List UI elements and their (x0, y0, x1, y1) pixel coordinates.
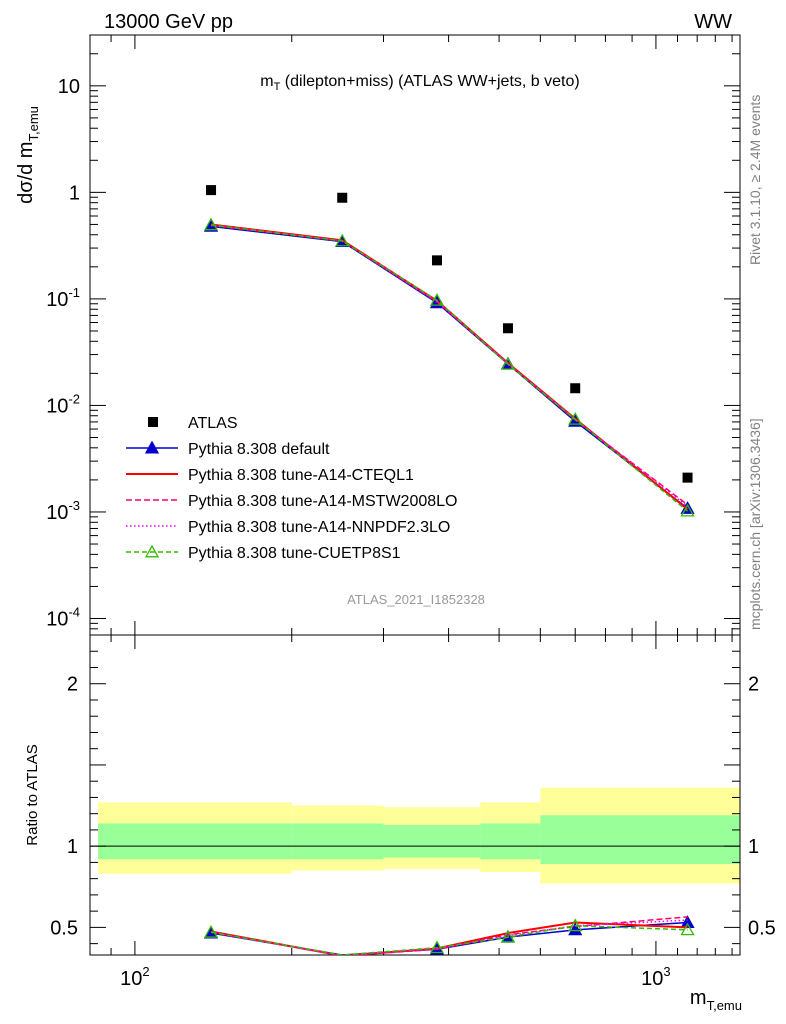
series-marker (429, 292, 445, 306)
ratio-tick-label-left: 0.5 (50, 917, 78, 939)
header-right: WW (694, 11, 732, 33)
ratio-y-label: Ratio to ATLAS (24, 744, 41, 845)
y-tick-label: 10 (58, 76, 80, 98)
ratio-frame (89, 634, 741, 956)
y-tick-exponent: -4 (68, 604, 80, 619)
ratio-tick-label-left: 2 (67, 674, 78, 696)
ratio-series-marker (568, 922, 583, 936)
ratio-tick-label-right: 0.5 (748, 917, 776, 939)
y-tick-label: 10-4 (46, 604, 80, 630)
data-point (431, 255, 442, 266)
ratio-series-line (210, 925, 688, 955)
series-line (210, 224, 689, 506)
legend-marker (144, 440, 160, 454)
ratio-series-line (210, 919, 688, 955)
ratio-band-inner (291, 823, 384, 860)
mcplots-label: mcplots.cern.ch [arXiv:1306.3436] (747, 418, 763, 630)
ratio-series-marker (568, 918, 583, 932)
legend-label: Pythia 8.308 tune-A14-MSTW2008LO (188, 493, 457, 510)
x-tick-label: 103 (641, 964, 670, 990)
legend-label: Pythia 8.308 tune-A14-NNPDF2.3LO (188, 519, 450, 536)
series-marker (568, 412, 583, 425)
ratio-series-marker (429, 940, 445, 954)
x-tick-exponent: 3 (663, 964, 670, 979)
rivet-label: Rivet 3.1.10, ≥ 2.4M events (747, 95, 763, 265)
legend-marker-data (148, 417, 158, 427)
ratio-band-inner (480, 823, 541, 860)
ratio-series-line (210, 916, 688, 955)
series-marker (335, 233, 350, 247)
ratio-tick-label-right: 1 (748, 836, 759, 858)
ratio-band-inner (98, 823, 292, 860)
y-tick-label: 10-2 (46, 391, 80, 417)
y-tick-label: 10-1 (46, 285, 80, 311)
series-line (210, 224, 689, 507)
data-point (337, 192, 348, 203)
legend-label-data: ATLAS (188, 415, 238, 432)
ratio-tick-label-right: 2 (748, 674, 759, 696)
y-axis-label: dσ/d mT,emu (15, 106, 41, 204)
ratio-series-marker (680, 915, 695, 928)
header-left: 13000 GeV pp (104, 11, 233, 33)
x-tick-label: 102 (120, 964, 149, 990)
legend-label: Pythia 8.308 tune-A14-CTEQL1 (188, 467, 414, 484)
series-marker (500, 357, 516, 370)
y-tick-exponent: -1 (68, 285, 80, 300)
x-axis-label: mT,emu (690, 987, 742, 1013)
series-line (210, 224, 689, 512)
ratio-band-inner (383, 825, 481, 858)
ratio-tick-label-left: 1 (67, 836, 78, 858)
series-marker (680, 503, 695, 517)
legend-marker (144, 544, 160, 558)
chart-title: mT (dilepton+miss) (ATLAS WW+jets, b vet… (260, 73, 579, 93)
x-tick-exponent: 2 (142, 964, 149, 979)
legend: ATLAS Pythia 8.308 default Pythia 8.308 tu… (126, 415, 457, 562)
series-marker (203, 217, 219, 231)
y-tick-exponent: -3 (68, 498, 80, 513)
ratio-series-marker (203, 924, 219, 938)
data-point (502, 323, 513, 334)
y-tick-label: 1 (69, 182, 80, 204)
legend-label: Pythia 8.308 default (188, 441, 330, 458)
y-tick-exponent: -2 (68, 391, 80, 406)
data-point (570, 383, 581, 394)
data-point (682, 472, 693, 483)
legend-label: Pythia 8.308 tune-CUETP8S1 (188, 545, 401, 562)
y-tick-label: 10-3 (46, 498, 80, 524)
ratio-series-marker (500, 929, 516, 943)
ratio-series-marker (680, 922, 695, 936)
watermark: ATLAS_2021_I1852328 (347, 592, 485, 607)
ratio-band-inner (540, 815, 740, 865)
data-point (206, 185, 217, 196)
ratio-panel: 102 103 0.5 0.5 1 1 2 2 (50, 634, 776, 990)
main-panel: 10 1 10-1 10-2 10-3 10-4 (46, 34, 741, 955)
